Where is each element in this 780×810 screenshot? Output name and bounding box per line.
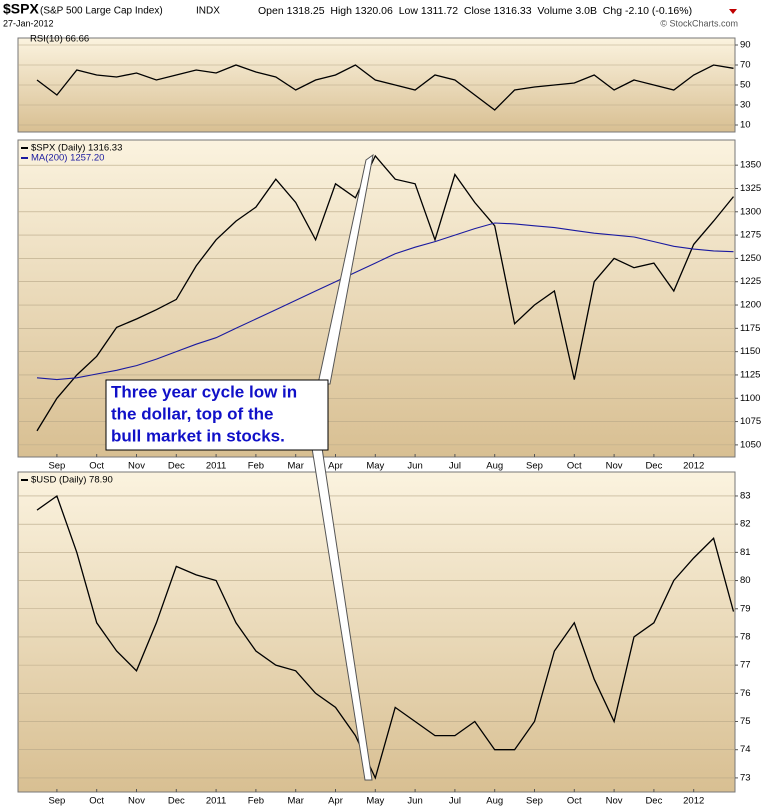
y-tick-label: 74 <box>740 744 751 755</box>
x-tick-label: Jul <box>449 461 461 472</box>
y-tick-label: 10 <box>740 120 751 131</box>
y-tick-label: 83 <box>740 490 751 501</box>
x-tick-label: Dec <box>645 796 662 807</box>
y-tick-label: 90 <box>740 40 751 51</box>
annotation: Three year cycle low in the dollar, top … <box>105 153 374 781</box>
x-tick-label: Nov <box>128 461 145 472</box>
x-tick-label: 2012 <box>683 796 704 807</box>
y-tick-label: 1100 <box>740 393 760 404</box>
y-tick-label: 1175 <box>740 323 760 334</box>
date: 27-Jan-2012 <box>3 18 54 28</box>
note-line: the dollar, top of the <box>111 404 273 423</box>
y-tick-label: 75 <box>740 716 751 727</box>
y-tick-label: 78 <box>740 631 751 642</box>
series-line <box>36 222 734 381</box>
x-tick-label: May <box>366 461 384 472</box>
callout-box <box>105 379 329 451</box>
x-tick-label: Sep <box>526 796 543 807</box>
x-tick-label: Sep <box>526 461 543 472</box>
x-tick-label: Dec <box>645 461 662 472</box>
y-tick-label: 1200 <box>740 300 761 311</box>
x-tick-label: Oct <box>567 461 582 472</box>
note-line: Three year cycle low in <box>111 382 297 401</box>
panel <box>17 471 736 793</box>
x-tick-label: Oct <box>567 796 582 807</box>
y-tick-label: 1350 <box>740 160 761 171</box>
x-tick-label: Mar <box>288 796 304 807</box>
x-tick-label: Feb <box>248 461 264 472</box>
panel-title: RSI(10) 66.66 <box>30 34 89 45</box>
series-line <box>36 494 735 780</box>
symbol: $SPX <box>3 1 39 17</box>
y-tick-label: 1050 <box>740 439 761 450</box>
y-tick-label: 1150 <box>740 346 760 357</box>
series-line <box>36 154 735 432</box>
x-tick-label: Nov <box>128 796 145 807</box>
x-tick-label: Jul <box>449 796 461 807</box>
x-tick-label: Feb <box>248 796 264 807</box>
y-tick-label: 1275 <box>740 230 761 241</box>
y-tick-label: 50 <box>740 80 751 91</box>
x-tick-label: Dec <box>168 796 185 807</box>
down-arrow <box>729 9 737 14</box>
y-tick-label: 73 <box>740 772 751 783</box>
note-line: bull market in stocks. <box>111 426 285 445</box>
x-tick-label: 2012 <box>683 461 704 472</box>
y-tick-label: 1075 <box>740 416 761 427</box>
y-tick-label: 70 <box>740 60 751 71</box>
y-tick-label: 77 <box>740 660 751 671</box>
x-tick-label: Sep <box>48 796 65 807</box>
x-tick-label: Apr <box>328 796 343 807</box>
exchange: INDX <box>196 6 220 17</box>
x-tick-label: Oct <box>89 461 104 472</box>
x-tick-label: 2011 <box>206 461 226 472</box>
x-tick-label: 2011 <box>206 796 226 807</box>
y-tick-label: 1325 <box>740 183 761 194</box>
x-tick-label: Jun <box>407 796 422 807</box>
series-line <box>36 64 734 111</box>
y-tick-label: 1225 <box>740 276 761 287</box>
x-tick-label: Aug <box>486 796 503 807</box>
quote: Open 1318.25 High 1320.06 Low 1311.72 Cl… <box>258 5 692 17</box>
x-tick-label: Sep <box>48 461 65 472</box>
legend-label: MA(200) 1257.20 <box>31 153 104 164</box>
y-tick-label: 80 <box>740 575 751 586</box>
x-tick-label: May <box>366 796 384 807</box>
legend-label: $USD (Daily) 78.90 <box>31 475 113 486</box>
y-tick-label: 1250 <box>740 253 761 264</box>
x-tick-label: Dec <box>168 461 185 472</box>
x-tick-label: Aug <box>486 461 503 472</box>
y-tick-label: 76 <box>740 688 751 699</box>
legend-label: $SPX (Daily) 1316.33 <box>31 143 122 154</box>
index-name: (S&P 500 Large Cap Index) <box>40 6 163 17</box>
y-tick-label: 79 <box>740 603 751 614</box>
x-tick-label: Oct <box>89 796 104 807</box>
x-tick-label: Apr <box>328 461 343 472</box>
x-tick-label: Nov <box>606 796 623 807</box>
x-tick-label: Jun <box>407 461 422 472</box>
x-tick-label: Nov <box>606 461 623 472</box>
y-tick-label: 82 <box>740 519 751 530</box>
x-tick-label: Mar <box>288 461 304 472</box>
credit: © StockCharts.com <box>660 18 738 28</box>
y-tick-label: 1125 <box>740 369 760 380</box>
y-tick-label: 1300 <box>740 206 761 217</box>
y-tick-label: 30 <box>740 100 751 111</box>
y-tick-label: 81 <box>740 547 751 558</box>
